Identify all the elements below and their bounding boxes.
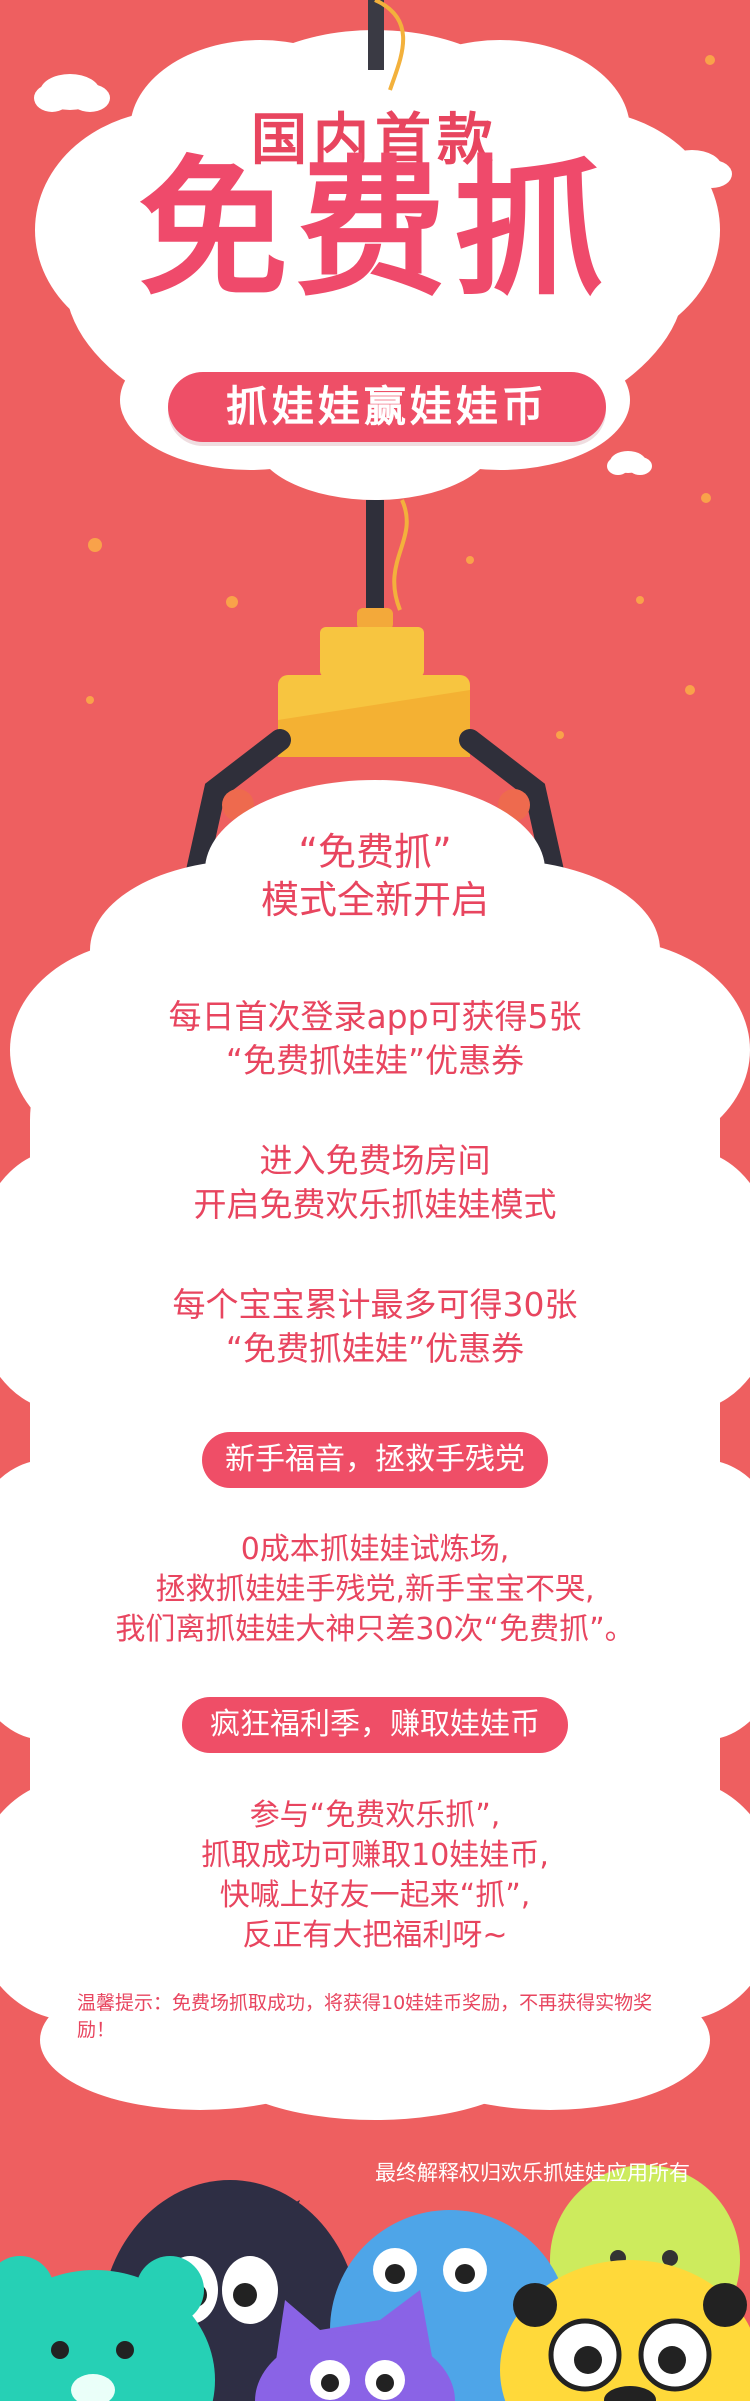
- newbie-line-1: 0成本抓娃娃试炼场,: [240, 1532, 510, 1567]
- mascot-characters: [0, 2165, 750, 2401]
- confetti-dots: [86, 55, 715, 739]
- benefit-3-line-2: “免费抓娃娃”优惠券: [225, 1329, 525, 1368]
- benefit-2-line-2: 开启免费欢乐抓娃娃模式: [193, 1185, 557, 1224]
- warm-tip: 温馨提示：免费场抓取成功，将获得10娃娃币奖励，不再获得实物奖励！: [77, 1992, 653, 2041]
- benefit-2-line-1: 进入免费场房间: [259, 1141, 491, 1180]
- welfare-line-4: 反正有大把福利呀~: [242, 1918, 508, 1953]
- welfare-line-2: 抓取成功可赚取10娃娃币,: [201, 1838, 549, 1873]
- newbie-line-2: 拯救抓娃娃手残党,新手宝宝不哭,: [155, 1572, 595, 1607]
- intro-line-1: “免费抓”: [298, 830, 452, 874]
- newbie-line-3: 我们离抓娃娃大神只差30次“免费抓”。: [115, 1612, 635, 1647]
- welfare-line-3: 快喊上好友一起来“抓”,: [219, 1878, 531, 1913]
- newbie-section-pill: 新手福音，拯救手残党: [202, 1432, 548, 1488]
- main-cloud: [0, 780, 750, 2120]
- top-cloud: [35, 30, 720, 500]
- intro-line-2: 模式全新开启: [260, 878, 489, 922]
- claw-rope: [366, 0, 409, 615]
- welfare-section-pill: 疯狂福利季，赚取娃娃币: [182, 1697, 568, 1753]
- benefit-1-line-2: “免费抓娃娃”优惠券: [225, 1041, 525, 1080]
- eyebrow-title: 国内首款: [251, 108, 499, 173]
- headline-title: 免费抓: [137, 143, 612, 317]
- footer-disclaimer: 最终解释权归欢乐抓娃娃应用所有: [375, 2161, 690, 2185]
- welfare-line-1: 参与“免费欢乐抓”,: [249, 1798, 501, 1833]
- benefit-3-line-1: 每个宝宝累计最多可得30张: [172, 1285, 578, 1324]
- benefit-1-line-1: 每日首次登录app可获得5张: [168, 997, 582, 1036]
- header-banner: 抓娃娃赢娃娃币: [168, 372, 606, 442]
